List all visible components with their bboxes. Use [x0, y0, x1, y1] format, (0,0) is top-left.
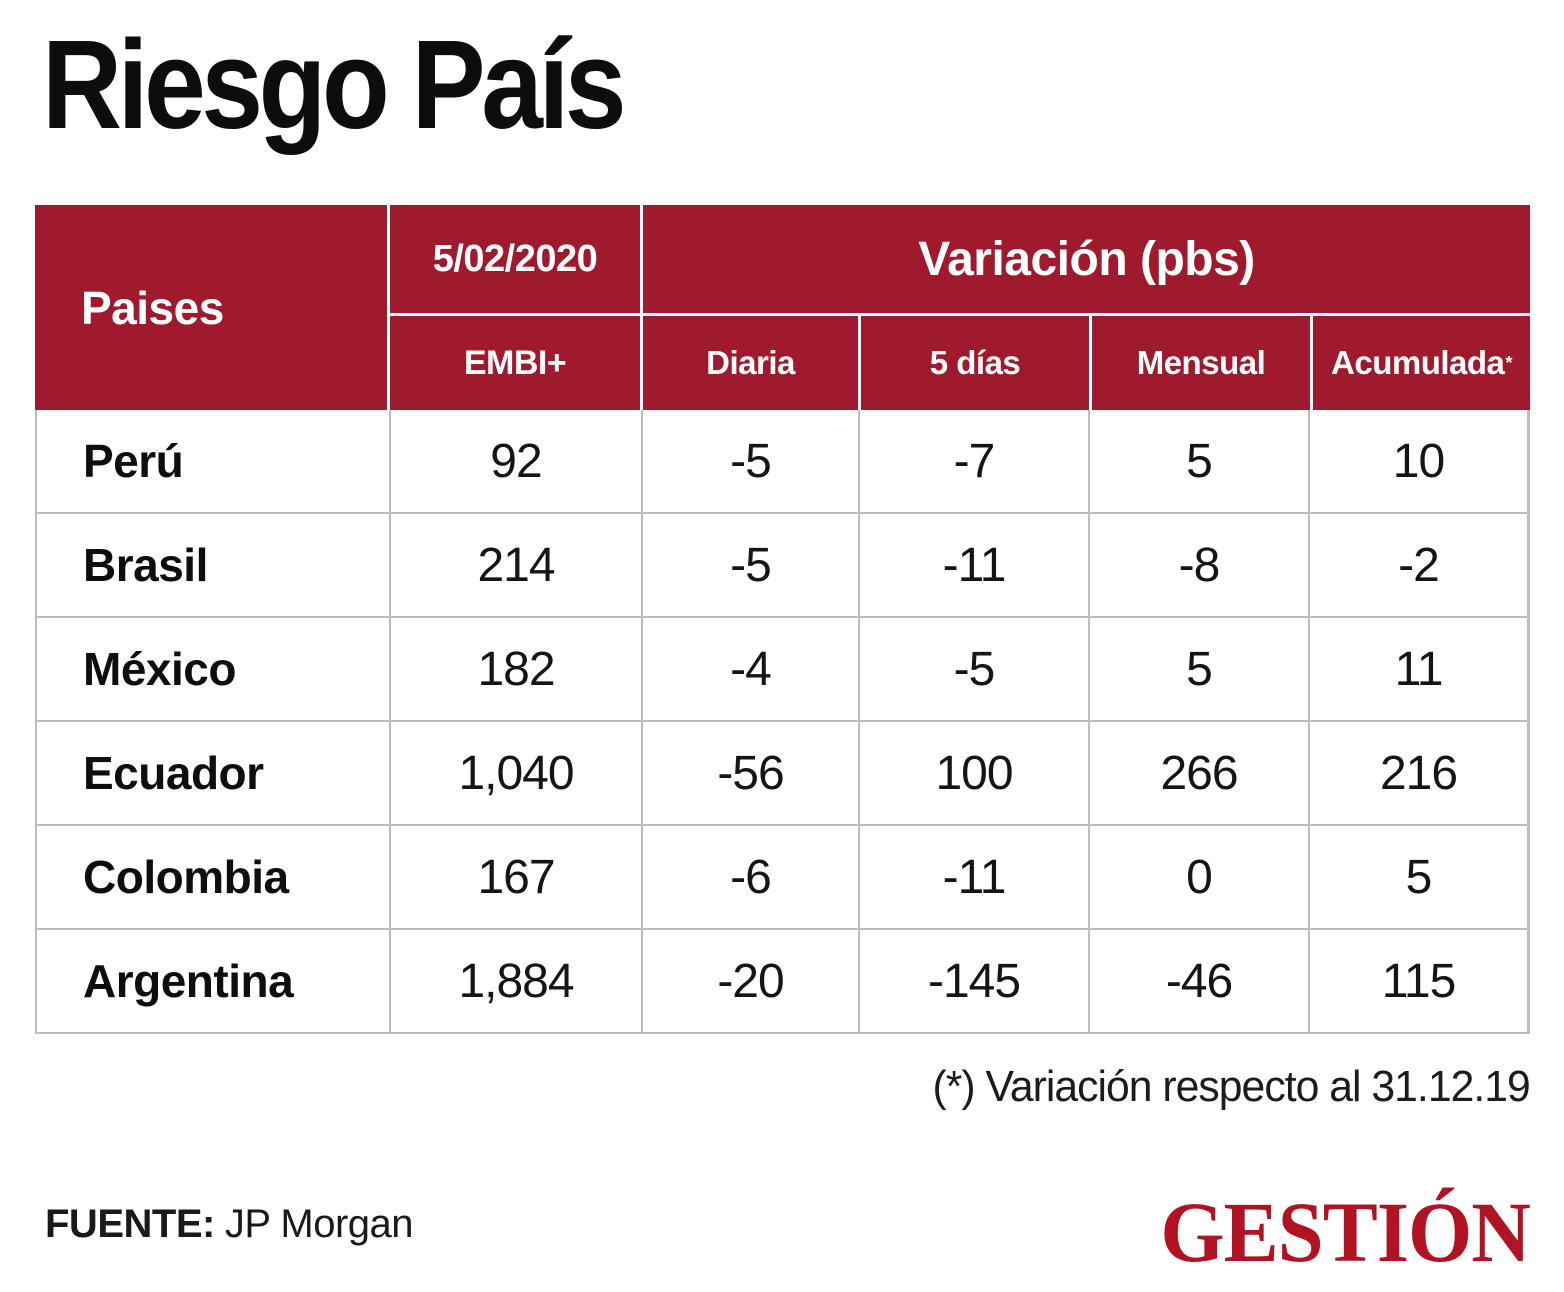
cell-country: Perú [37, 410, 389, 512]
cell-diaria: -6 [643, 826, 858, 928]
source: FUENTE: JP Morgan [45, 1202, 414, 1247]
source-value: JP Morgan [224, 1202, 414, 1246]
header-variation-group: Variación (pbs) [643, 205, 1530, 313]
cell-diaria: -5 [643, 514, 858, 616]
cell-mensual: -8 [1090, 514, 1308, 616]
header-5dias: 5 días [861, 316, 1089, 410]
cell-diaria: -56 [643, 722, 858, 824]
cell-mensual: 5 [1090, 618, 1308, 720]
table-body: Perú 92 -5 -7 5 10 Brasil 214 -5 -11 -8 … [35, 410, 1530, 1034]
cell-mensual: 0 [1090, 826, 1308, 928]
cell-5dias: -11 [860, 826, 1088, 928]
header-date: 5/02/2020 [390, 205, 640, 313]
cell-embi: 92 [391, 410, 641, 512]
cell-country: Argentina [37, 930, 389, 1032]
cell-mensual: -46 [1090, 930, 1308, 1032]
header-embi: EMBI+ [390, 316, 640, 410]
cell-5dias: 100 [860, 722, 1088, 824]
cell-mensual: 5 [1090, 410, 1308, 512]
risk-table: Paises 5/02/2020 Variación (pbs) EMBI+ D… [35, 205, 1530, 1034]
cell-diaria: -4 [643, 618, 858, 720]
page-title: Riesgo País [42, 14, 627, 155]
cell-acumulada: 11 [1310, 618, 1527, 720]
cell-country: México [37, 618, 389, 720]
cell-country: Ecuador [37, 722, 389, 824]
cell-acumulada: -2 [1310, 514, 1527, 616]
header-countries: Paises [35, 205, 387, 410]
cell-diaria: -5 [643, 410, 858, 512]
cell-embi: 182 [391, 618, 641, 720]
cell-country: Brasil [37, 514, 389, 616]
cell-diaria: -20 [643, 930, 858, 1032]
cell-embi: 167 [391, 826, 641, 928]
cell-embi: 1,884 [391, 930, 641, 1032]
cell-acumulada: 216 [1310, 722, 1527, 824]
cell-mensual: 266 [1090, 722, 1308, 824]
cell-5dias: -5 [860, 618, 1088, 720]
cell-acumulada: 115 [1310, 930, 1527, 1032]
cell-acumulada: 10 [1310, 410, 1527, 512]
cell-5dias: -7 [860, 410, 1088, 512]
cell-country: Colombia [37, 826, 389, 928]
footnote: (*) Variación respecto al 31.12.19 [932, 1062, 1531, 1111]
source-label: FUENTE: [45, 1202, 215, 1246]
header-mensual: Mensual [1092, 316, 1310, 410]
cell-embi: 1,040 [391, 722, 641, 824]
cell-5dias: -11 [860, 514, 1088, 616]
header-diaria: Diaria [643, 316, 858, 410]
cell-embi: 214 [391, 514, 641, 616]
table-header: Paises 5/02/2020 Variación (pbs) EMBI+ D… [35, 205, 1530, 410]
cell-5dias: -145 [860, 930, 1088, 1032]
header-acumulada: Acumulada * [1313, 316, 1530, 410]
header-acumulada-label: Acumulada [1331, 344, 1505, 381]
gestion-logo: GESTIÓN [1160, 1184, 1530, 1280]
cell-acumulada: 5 [1310, 826, 1527, 928]
